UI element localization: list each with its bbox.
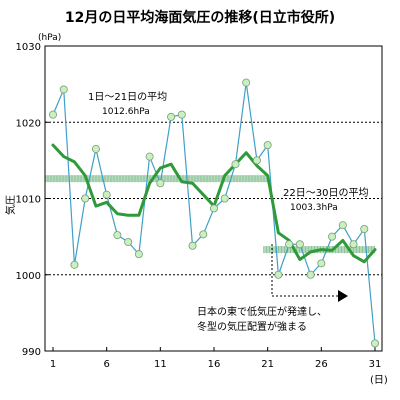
x-tick-label: 6 (103, 359, 109, 370)
daily-pressure-point (102, 190, 111, 199)
x-tick-label: 16 (208, 359, 221, 370)
x-tick-label: 31 (369, 359, 382, 370)
daily-pressure-point (59, 85, 68, 94)
period-average-band (45, 175, 268, 183)
daily-pressure-point (70, 260, 79, 269)
daily-pressure-point (91, 144, 100, 153)
avg1-value: 1012.6hPa (102, 107, 150, 117)
daily-pressure-point (199, 230, 208, 239)
y-unit-label: (hPa) (38, 33, 61, 43)
daily-pressure-point (177, 110, 186, 119)
daily-pressure-point (209, 204, 218, 213)
annotation-line1: 日本の東で低気圧が発達し、 (197, 305, 327, 318)
daily-pressure-point (328, 232, 337, 241)
daily-pressure-point (134, 250, 143, 259)
daily-pressure-point (220, 194, 229, 203)
y-tick-label: 1030 (16, 42, 41, 53)
daily-pressure-point (285, 240, 294, 249)
daily-pressure-point (306, 270, 315, 279)
daily-pressure-point (81, 194, 90, 203)
daily-pressure-point (156, 179, 165, 188)
x-tick-label: 21 (261, 359, 274, 370)
x-tick-label: 11 (154, 359, 167, 370)
daily-pressure-point (349, 240, 358, 249)
daily-pressure-point (167, 112, 176, 121)
daily-pressure-point (263, 141, 272, 150)
daily-pressure-point (317, 259, 326, 268)
daily-pressure-point (360, 224, 369, 233)
daily-pressure-point (252, 156, 261, 165)
daily-pressure-point (370, 339, 379, 348)
x-tick-label: 1 (50, 359, 56, 370)
daily-pressure-point (145, 152, 154, 161)
daily-pressure-point (231, 160, 240, 169)
avg2-value: 1003.3hPa (290, 203, 338, 213)
y-tick-label: 1020 (16, 118, 41, 129)
daily-pressure-point (338, 221, 347, 230)
daily-pressure-point (188, 241, 197, 250)
annotation-line2: 冬型の気圧配置が強まる (197, 320, 307, 333)
annotation-arrow-head (338, 290, 348, 302)
daily-pressure-point (242, 78, 251, 87)
daily-pressure-point (113, 231, 122, 240)
x-unit-label: (日) (370, 375, 388, 386)
daily-pressure-point (124, 237, 133, 246)
avg1-label: 1日～21日の平均 (88, 91, 167, 103)
daily-pressure-point (49, 110, 58, 119)
y-tick-label: 1010 (16, 195, 41, 206)
x-tick-label: 26 (315, 359, 328, 370)
y-axis-label: 気圧 (4, 195, 17, 215)
avg2-label: 22日～30日の平均 (283, 187, 368, 199)
chart-title: 12月の日平均海面気圧の推移(日立市役所) (65, 9, 335, 26)
daily-pressure-point (295, 240, 304, 249)
y-tick-label: 990 (22, 347, 41, 358)
daily-pressure-point (274, 270, 283, 279)
y-tick-label: 1000 (16, 271, 41, 282)
